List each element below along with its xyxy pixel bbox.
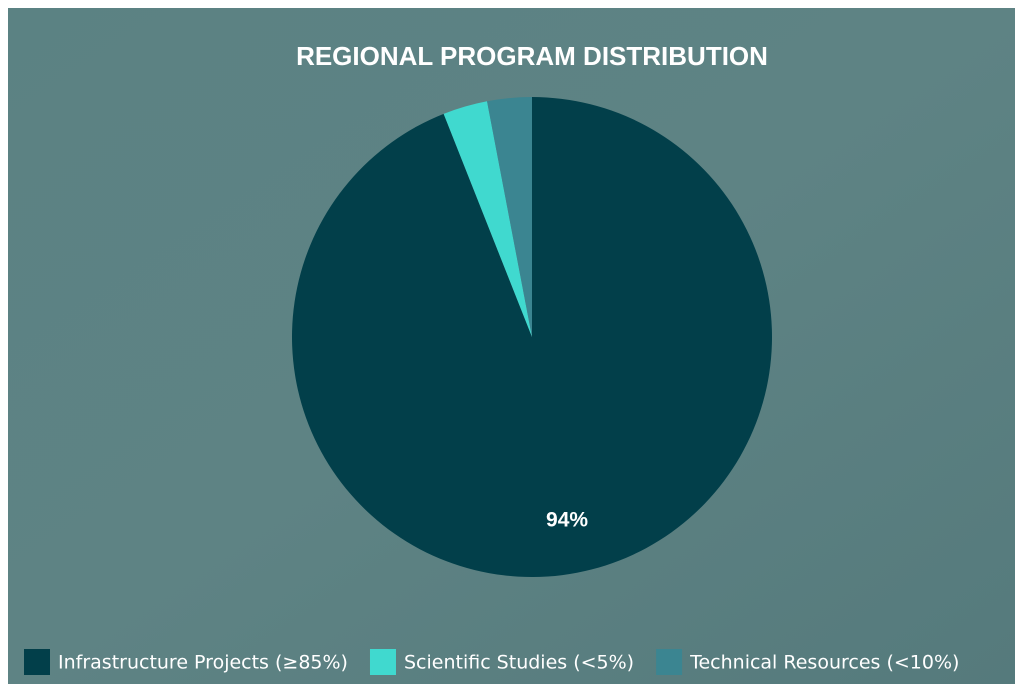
legend-swatch	[24, 649, 50, 675]
legend-label: Scientific Studies (<5%)	[404, 652, 634, 674]
chart-title: REGIONAL PROGRAM DISTRIBUTION	[296, 41, 768, 71]
data-label: 94%	[546, 508, 588, 531]
legend-swatch	[369, 649, 396, 675]
legend-label: Technical Resources (<10%)	[689, 652, 959, 674]
legend-label: Infrastructure Projects (≥85%)	[58, 652, 348, 674]
pie-slice	[443, 101, 532, 337]
legend-swatch	[656, 649, 683, 675]
pie-slice	[487, 97, 532, 337]
